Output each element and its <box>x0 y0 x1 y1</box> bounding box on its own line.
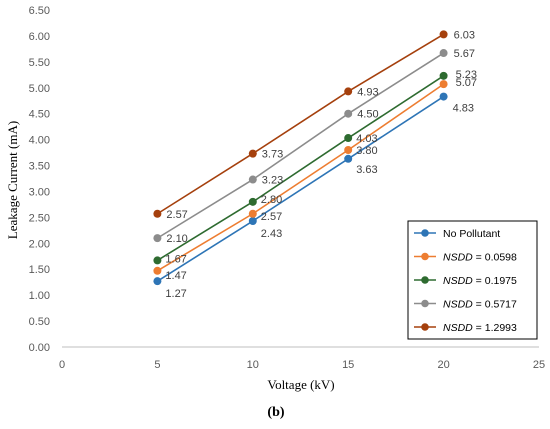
data-point <box>439 49 448 58</box>
series-line <box>156 75 445 262</box>
y-tick-label: 4.00 <box>29 135 50 147</box>
legend-marker <box>421 299 429 308</box>
data-label: 5.67 <box>454 48 475 60</box>
data-label: 4.03 <box>356 133 377 145</box>
legend-item: NSDD = 0.0598 <box>414 252 517 264</box>
legend-marker <box>421 252 429 261</box>
series-layer <box>153 30 448 286</box>
figure-caption: (b) <box>267 405 284 420</box>
data-point <box>248 209 257 218</box>
series-4 <box>153 49 448 243</box>
data-point <box>153 234 162 243</box>
legend-label: NSDD = 1.2993 <box>443 322 517 334</box>
data-point <box>439 80 448 89</box>
legend-marker <box>421 323 429 331</box>
data-label: 5.07 <box>456 77 477 89</box>
data-label: 2.80 <box>261 194 282 206</box>
data-labels: 1.27 2.43 3.63 4.83 1.47 2.57 3.80 5.07 1.67 2.80… <box>165 29 477 300</box>
data-label: 2.10 <box>166 233 187 245</box>
data-label: 3.23 <box>262 175 283 187</box>
legend-marker <box>421 229 429 237</box>
legend-item: No Pollutant <box>414 228 500 240</box>
data-label: 2.43 <box>261 228 282 240</box>
data-point <box>344 134 353 143</box>
y-tick-label: 3.50 <box>29 161 50 173</box>
x-axis-title: Voltage (kV) <box>267 377 334 392</box>
legend-item: NSDD = 1.2993 <box>414 322 517 334</box>
y-axis-title: Leakage Current (mA) <box>5 121 20 239</box>
series-1 <box>153 92 448 286</box>
y-tick-label: 5.00 <box>29 83 50 95</box>
data-point <box>344 154 353 163</box>
data-point <box>439 92 448 101</box>
x-tick-label: 25 <box>533 359 545 371</box>
y-tick-label: 4.50 <box>29 109 50 121</box>
legend-label: No Pollutant <box>443 228 500 240</box>
x-tick-label: 15 <box>342 359 354 371</box>
data-point <box>248 149 257 158</box>
data-label: 1.67 <box>165 253 186 265</box>
series-line <box>156 33 445 215</box>
y-tick-label: 0.50 <box>29 316 50 328</box>
data-point <box>439 30 448 39</box>
data-point <box>344 145 353 154</box>
data-label: 1.27 <box>165 288 186 300</box>
data-point <box>439 71 448 80</box>
x-tick-label: 10 <box>247 359 259 371</box>
series-line <box>156 83 445 272</box>
x-tick-label: 20 <box>437 359 449 371</box>
data-label: 2.57 <box>166 209 187 221</box>
data-point <box>153 277 162 286</box>
data-label: 4.50 <box>357 109 378 121</box>
data-label: 3.73 <box>262 149 283 161</box>
legend-item: NSDD = 0.1975 <box>414 275 517 287</box>
data-label: 4.93 <box>357 86 378 98</box>
y-tick-label: 6.50 <box>29 5 50 17</box>
legend-label: NSDD = 0.5717 <box>443 299 517 311</box>
y-tick-label: 2.00 <box>29 238 50 250</box>
legend-marker <box>421 276 429 284</box>
y-axis-ticks: 0.00 0.50 1.00 1.50 2.00 2.50 3.00 3.50 4.00 4.50… <box>29 5 50 354</box>
y-tick-label: 2.50 <box>29 212 50 224</box>
y-tick-label: 1.50 <box>29 264 50 276</box>
y-tick-label: 1.00 <box>29 290 50 302</box>
data-label: 3.63 <box>356 164 377 176</box>
y-tick-label: 3.00 <box>29 186 50 198</box>
y-tick-label: 6.00 <box>29 31 50 43</box>
data-label: 6.03 <box>454 29 475 41</box>
legend: No Pollutant NSDD = 0.0598 NSDD = 0.1975 NS… <box>407 220 538 340</box>
data-point <box>248 197 257 206</box>
data-label: 3.80 <box>356 145 377 157</box>
legend-label: NSDD = 0.1975 <box>443 275 517 287</box>
series-3 <box>153 71 448 265</box>
series-line <box>156 52 445 239</box>
x-tick-label: 0 <box>59 359 65 371</box>
series-2 <box>153 80 448 275</box>
series-line <box>156 95 445 282</box>
series-5 <box>153 30 448 218</box>
data-label: 1.47 <box>165 270 186 282</box>
data-point <box>344 109 353 118</box>
data-label: 4.83 <box>453 103 474 115</box>
data-point <box>153 209 162 218</box>
data-point <box>344 87 353 96</box>
data-point <box>248 217 257 226</box>
legend-label: NSDD = 0.0598 <box>443 252 517 264</box>
x-tick-label: 5 <box>154 359 160 371</box>
data-point <box>153 256 162 265</box>
data-point <box>153 266 162 275</box>
data-point <box>248 175 257 184</box>
legend-item: NSDD = 0.5717 <box>414 299 517 311</box>
data-label: 2.57 <box>261 211 282 223</box>
data-label: 5.23 <box>456 69 477 81</box>
y-tick-label: 0.00 <box>29 342 50 354</box>
y-tick-label: 5.50 <box>29 57 50 69</box>
x-axis-ticks: 0 5 10 15 20 25 <box>59 359 545 371</box>
